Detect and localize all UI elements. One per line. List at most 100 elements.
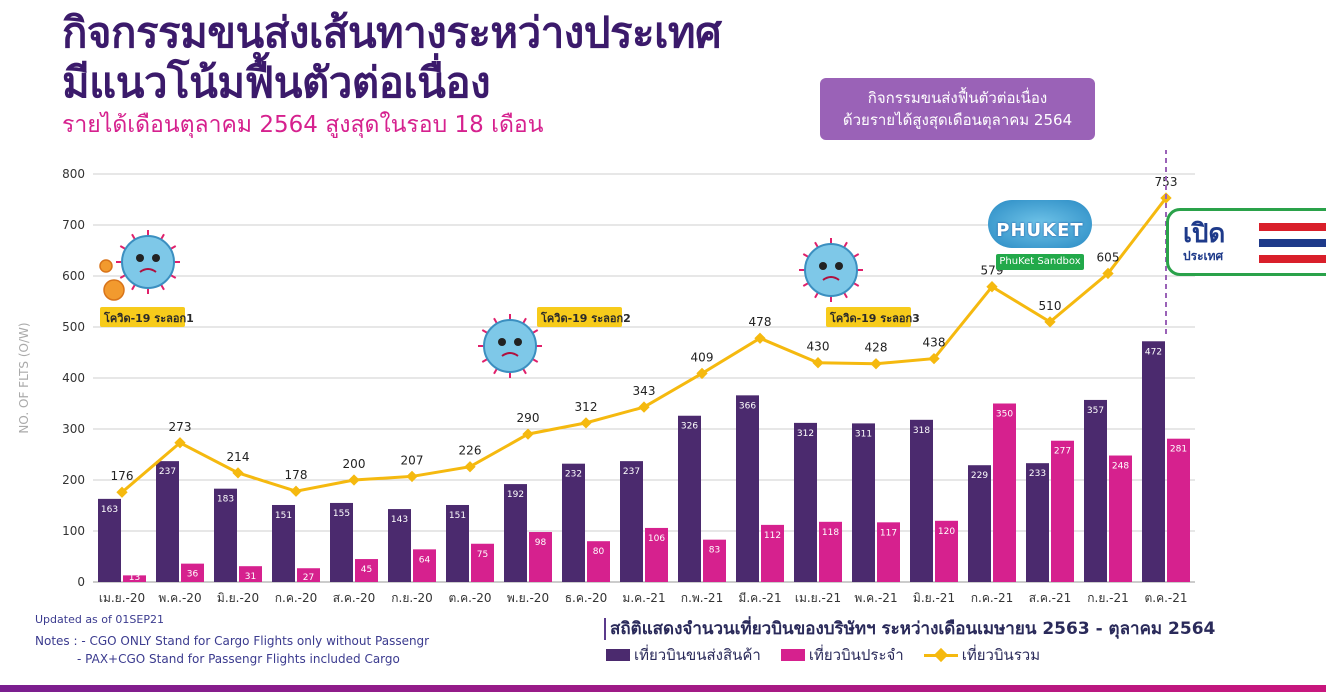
bar-passenger-label: 64 bbox=[419, 555, 431, 565]
x-tick-label: มิ.ย.-20 bbox=[217, 591, 259, 605]
point-total-label: 430 bbox=[807, 340, 830, 354]
notes: Notes : - CGO ONLY Stand for Cargo Fligh… bbox=[35, 632, 429, 668]
bar-passenger bbox=[645, 527, 668, 582]
bar-cargo-label: 312 bbox=[797, 429, 814, 439]
bar-passenger-label: 27 bbox=[303, 573, 314, 583]
open-country-badge: เปิด ประเทศ bbox=[1166, 208, 1326, 276]
covid-wave-tag bbox=[100, 307, 185, 327]
bar-cargo-label: 326 bbox=[681, 422, 698, 432]
bar-passenger bbox=[123, 575, 146, 582]
point-total bbox=[174, 437, 186, 449]
bar-passenger-label: 117 bbox=[880, 528, 897, 538]
bar-passenger bbox=[471, 543, 494, 582]
callout-line1: กิจกรรมขนส่งฟื้นตัวต่อเนื่อง bbox=[867, 89, 1048, 107]
point-total-label: 207 bbox=[401, 453, 424, 467]
bar-passenger-label: 75 bbox=[477, 550, 488, 560]
bar-cargo bbox=[852, 423, 875, 582]
bar-cargo bbox=[388, 509, 411, 582]
bar-cargo bbox=[156, 461, 179, 582]
thai-flag-icon bbox=[1259, 223, 1326, 263]
point-total-label: 226 bbox=[459, 444, 482, 458]
point-total bbox=[406, 470, 418, 483]
x-tick-label: พ.ย.-20 bbox=[507, 591, 549, 605]
bar-passenger bbox=[297, 568, 320, 582]
bar-cargo bbox=[330, 502, 353, 582]
point-total-label: 273 bbox=[169, 420, 192, 434]
virus-icon bbox=[804, 243, 858, 297]
bar-cargo bbox=[736, 395, 759, 582]
bar-passenger bbox=[239, 566, 262, 582]
point-total-label: 178 bbox=[285, 468, 308, 482]
point-total-label: 438 bbox=[923, 336, 946, 350]
x-tick-label: มี.ค.-21 bbox=[738, 591, 781, 605]
x-tick-label: พ.ค.-20 bbox=[158, 591, 201, 605]
bar-passenger bbox=[761, 524, 784, 582]
bottom-bar bbox=[0, 685, 1326, 692]
virus-eye bbox=[514, 338, 522, 346]
legend-swatch-cargo bbox=[606, 649, 630, 661]
x-tick-label: ส.ค.-20 bbox=[333, 591, 376, 605]
x-tick-label: ก.ค.-20 bbox=[275, 591, 318, 605]
page-title-line1: กิจกรรมขนส่งเส้นทางระหว่างประเทศ bbox=[62, 8, 722, 57]
bar-cargo-label: 155 bbox=[333, 509, 350, 519]
point-total bbox=[754, 332, 766, 344]
point-total bbox=[522, 428, 534, 440]
bar-cargo-label: 229 bbox=[971, 471, 988, 481]
point-total-label: 409 bbox=[691, 350, 714, 364]
legend-item-total: เที่ยวบินรวม bbox=[923, 643, 1041, 667]
bar-cargo-label: 318 bbox=[913, 426, 930, 436]
bar-cargo-label: 232 bbox=[565, 470, 582, 480]
small-virus-icon bbox=[103, 279, 125, 301]
chart-caption: สถิติแสดงจำนวนเที่ยวบินของบริษัทฯ ระหว่า… bbox=[604, 618, 1215, 640]
bar-cargo bbox=[272, 504, 295, 582]
open-badge-line1: เปิด bbox=[1183, 219, 1226, 249]
x-tick-label: ก.ย.-20 bbox=[391, 591, 433, 605]
page-subtitle: รายได้เดือนตุลาคม 2564 สูงสุดในรอบ 18 เด… bbox=[62, 112, 544, 138]
point-total bbox=[1044, 316, 1056, 328]
x-tick-label: ก.ค.-21 bbox=[971, 591, 1014, 605]
phuket-badge: PHUKET PhuKet Sandbox bbox=[986, 198, 1094, 270]
bar-cargo bbox=[562, 463, 585, 582]
open-badge-line2: ประเทศ bbox=[1183, 249, 1224, 263]
y-tick-label: 600 bbox=[62, 269, 85, 283]
bar-passenger-label: 98 bbox=[535, 538, 547, 548]
bar-cargo-label: 192 bbox=[507, 490, 524, 500]
bar-passenger-label: 36 bbox=[187, 570, 199, 580]
page-title-line2: มีแนวโน้มฟื้นตัวต่อเนื่อง bbox=[62, 58, 491, 107]
virus-icon bbox=[121, 235, 175, 289]
point-total-label: 214 bbox=[227, 450, 250, 464]
bar-cargo-label: 357 bbox=[1087, 406, 1104, 416]
covid-wave-label: โควิด-19 ระลอก1 bbox=[103, 311, 194, 325]
bar-passenger bbox=[1051, 440, 1074, 582]
flight-chart: 0 100 200 300 400 500 600 700 800 NO. OF FLTS (O/… bbox=[17, 150, 1195, 605]
bar-cargo bbox=[504, 484, 527, 582]
y-tick-label: 200 bbox=[62, 473, 85, 487]
phuket-sandbox-tag: PhuKet Sandbox bbox=[996, 254, 1084, 270]
bar-cargo-label: 237 bbox=[623, 467, 640, 477]
phuket-image-icon bbox=[988, 200, 1092, 248]
bar-passenger bbox=[181, 563, 204, 582]
x-tick-label: มิ.ย.-21 bbox=[913, 591, 955, 605]
bar-passenger-label: 120 bbox=[938, 527, 955, 537]
y-tick-label: 500 bbox=[62, 320, 85, 334]
bar-cargo-label: 311 bbox=[855, 429, 872, 439]
legend-swatch-total bbox=[923, 648, 958, 662]
point-total-label: 428 bbox=[865, 341, 888, 355]
title-block: กิจกรรมขนส่งเส้นทางระหว่างประเทศ มีแนวโน… bbox=[62, 8, 722, 140]
virus-eye bbox=[835, 262, 843, 270]
bar-cargo-label: 151 bbox=[275, 511, 292, 521]
bar-cargo-label: 163 bbox=[101, 505, 118, 515]
legend-label-total: เที่ยวบินรวม bbox=[961, 646, 1041, 664]
bar-passenger-label: 350 bbox=[996, 410, 1013, 420]
virus-eye bbox=[152, 254, 160, 262]
x-tick-label: ธ.ค.-20 bbox=[565, 591, 608, 605]
point-total-label: 290 bbox=[517, 411, 540, 425]
bar-passenger-label: 45 bbox=[361, 565, 372, 575]
bar-cargo bbox=[214, 488, 237, 582]
point-total bbox=[232, 467, 244, 479]
bar-cargo bbox=[1142, 341, 1165, 582]
bar-cargo bbox=[620, 461, 643, 582]
y-tick-label: 0 bbox=[77, 575, 85, 589]
bar-passenger bbox=[819, 521, 842, 582]
covid-wave-label: โควิด-19 ระลอก2 bbox=[540, 311, 631, 325]
